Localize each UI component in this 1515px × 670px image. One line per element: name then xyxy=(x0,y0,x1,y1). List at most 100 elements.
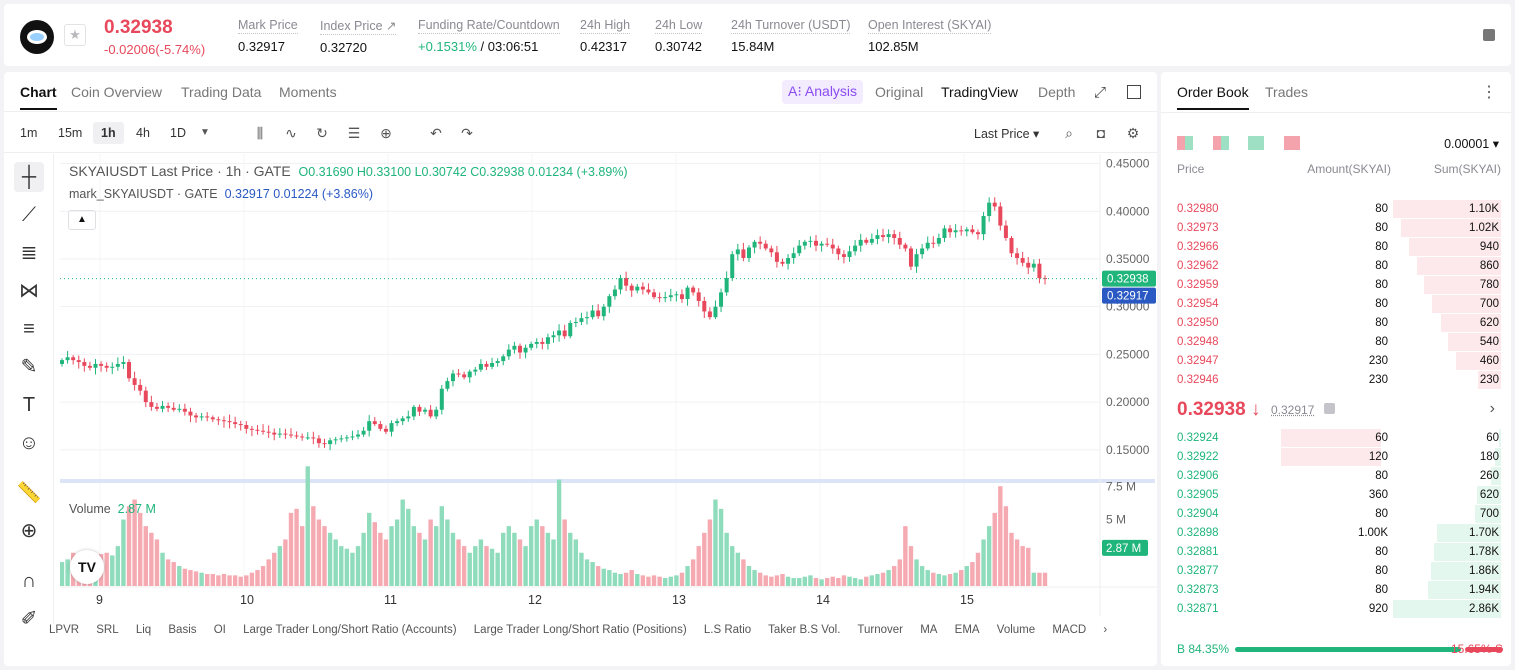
depth-bar xyxy=(1393,600,1501,618)
view-both-icon[interactable] xyxy=(1177,136,1193,150)
parallel-lines-icon[interactable]: ≣ xyxy=(20,242,38,264)
bid-row[interactable]: 0.32924 60 60 xyxy=(1161,429,1511,448)
lock-drawing-icon[interactable]: ✐ xyxy=(20,608,38,630)
indicator-trader-positions[interactable]: Large Trader Long/Short Ratio (Positions… xyxy=(473,624,687,636)
redo-icon[interactable]: ↷ xyxy=(461,125,473,141)
stat-index-price[interactable]: Index Price ↗ 0.32720 xyxy=(320,19,397,55)
indicator-srl[interactable]: SRL xyxy=(96,624,119,636)
magnet-icon[interactable]: ∩ xyxy=(21,570,37,592)
tab-original[interactable]: Original xyxy=(875,84,924,100)
bid-row[interactable]: 0.32873 80 1.94K xyxy=(1161,581,1511,600)
timeframe-15m[interactable]: 15m xyxy=(58,126,83,140)
bid-sum: 1.94K xyxy=(1468,584,1499,596)
settings-gear-icon[interactable]: ⚙ xyxy=(1126,125,1140,141)
tab-trading-data[interactable]: Trading Data xyxy=(181,84,262,100)
search-icon[interactable]: ⌕ xyxy=(1065,125,1073,141)
more-options-icon[interactable]: ⋮ xyxy=(1481,84,1497,101)
ai-analysis-button[interactable]: A⁝ Analysis xyxy=(782,80,864,104)
candlestick-chart[interactable]: 0.450000.400000.350000.300000.250000.200… xyxy=(60,154,1157,624)
ask-row[interactable]: 0.32980 80 1.10K xyxy=(1161,200,1511,219)
layout-icon[interactable]: ☰ xyxy=(347,125,361,141)
expand-icon[interactable]: ⤢ xyxy=(1094,84,1107,101)
view-asks-icon[interactable] xyxy=(1283,136,1300,150)
precision-select[interactable]: 0.00001 ▾ xyxy=(1444,137,1499,151)
indicators-icon[interactable]: ∿ xyxy=(285,125,297,141)
bid-row[interactable]: 0.32905 360 620 xyxy=(1161,486,1511,505)
add-indicator-icon[interactable]: ⊕ xyxy=(380,125,392,141)
indicator-liq[interactable]: Liq xyxy=(135,624,152,636)
tab-trades[interactable]: Trades xyxy=(1265,84,1309,100)
zoom-in-icon[interactable]: ⊕ xyxy=(20,520,38,542)
timeframe-4h[interactable]: 4h xyxy=(136,126,150,140)
ruler-icon[interactable]: 📏 xyxy=(16,482,42,504)
ask-row[interactable]: 0.32962 80 860 xyxy=(1161,257,1511,276)
text-tool-icon[interactable]: T xyxy=(22,394,36,416)
indicator-trader-accounts[interactable]: Large Trader Long/Short Ratio (Accounts) xyxy=(243,624,457,636)
candle-type-icon[interactable]: ⫼ xyxy=(256,125,264,141)
tab-moments[interactable]: Moments xyxy=(279,84,337,100)
window-icon[interactable] xyxy=(1127,85,1141,99)
stat-funding-rate: Funding Rate/Countdown +0.1531% / 03:06:… xyxy=(418,18,560,54)
ask-row[interactable]: 0.32954 80 700 xyxy=(1161,295,1511,314)
bid-amount: 60 xyxy=(1375,432,1388,444)
ask-row[interactable]: 0.32959 80 780 xyxy=(1161,276,1511,295)
indicator-basis[interactable]: Basis xyxy=(168,624,197,636)
volume-bar xyxy=(210,574,216,586)
indicator-taker-vol[interactable]: Taker B.S Vol. xyxy=(768,624,841,636)
indicator-oi[interactable]: OI xyxy=(213,624,226,636)
volume-bar xyxy=(551,539,556,586)
fibonacci-icon[interactable]: ≡ xyxy=(23,318,35,340)
view-split-icon[interactable] xyxy=(1212,136,1229,150)
camera-icon[interactable]: ◘ xyxy=(1096,125,1106,141)
candle xyxy=(624,278,629,286)
ask-row[interactable]: 0.32946 230 230 xyxy=(1161,371,1511,390)
indicator-macd[interactable]: MACD xyxy=(1052,624,1087,636)
info-icon[interactable] xyxy=(1324,403,1335,414)
undo-icon[interactable]: ↶ xyxy=(430,125,442,141)
ask-row[interactable]: 0.32950 80 620 xyxy=(1161,314,1511,333)
collapse-legend-button[interactable]: ▲ xyxy=(68,210,96,230)
candle xyxy=(1020,258,1025,263)
chevron-right-icon[interactable]: › xyxy=(1489,400,1495,417)
indicator-lpvr[interactable]: LPVR xyxy=(49,624,80,636)
ask-row[interactable]: 0.32948 80 540 xyxy=(1161,333,1511,352)
pattern-icon[interactable]: ⋈ xyxy=(19,280,39,302)
price-type-select[interactable]: Last Price ▾ xyxy=(974,127,1040,141)
trend-line-icon[interactable]: ⟋ xyxy=(22,204,36,226)
indicator-volume[interactable]: Volume xyxy=(996,624,1036,636)
timeframe-1m[interactable]: 1m xyxy=(20,126,38,140)
bid-row[interactable]: 0.32906 80 260 xyxy=(1161,467,1511,486)
indicator-ma[interactable]: MA xyxy=(920,624,938,636)
bid-sum: 180 xyxy=(1479,451,1499,463)
chevron-right-icon[interactable]: › xyxy=(1103,624,1108,636)
tradingview-logo[interactable]: TV xyxy=(70,550,104,584)
indicator-turnover[interactable]: Turnover xyxy=(857,624,903,636)
emoji-icon[interactable]: ☺ xyxy=(18,432,40,454)
view-bids-icon[interactable] xyxy=(1248,136,1265,150)
indicator-ema[interactable]: EMA xyxy=(954,624,980,636)
book-icon[interactable] xyxy=(1483,29,1495,41)
timeframe-1h[interactable]: 1h xyxy=(93,122,124,144)
tab-order-book[interactable]: Order Book xyxy=(1177,84,1249,110)
brush-icon[interactable]: ✎ xyxy=(20,356,38,378)
bid-row[interactable]: 0.32881 80 1.78K xyxy=(1161,543,1511,562)
bid-row[interactable]: 0.32877 80 1.86K xyxy=(1161,562,1511,581)
bid-row[interactable]: 0.32871 920 2.86K xyxy=(1161,600,1511,619)
replay-icon[interactable]: ↻ xyxy=(316,125,328,141)
bid-row[interactable]: 0.32898 1.00K 1.70K xyxy=(1161,524,1511,543)
timeframe-1d[interactable]: 1D xyxy=(170,126,186,140)
tab-tradingview[interactable]: TradingView xyxy=(941,84,1019,100)
crosshair-icon[interactable]: ┼ xyxy=(14,162,44,192)
volume-bar xyxy=(623,572,629,586)
tab-chart[interactable]: Chart xyxy=(20,84,57,110)
favorite-star-icon[interactable]: ★ xyxy=(64,24,86,46)
ask-row[interactable]: 0.32973 80 1.02K xyxy=(1161,219,1511,238)
tab-coin-overview[interactable]: Coin Overview xyxy=(71,84,163,100)
timeframe-dropdown-icon[interactable]: ▼ xyxy=(200,127,210,138)
tab-depth[interactable]: Depth xyxy=(1038,84,1076,100)
indicator-ls-ratio[interactable]: L.S Ratio xyxy=(703,624,752,636)
bid-row[interactable]: 0.32904 80 700 xyxy=(1161,505,1511,524)
ask-row[interactable]: 0.32966 80 940 xyxy=(1161,238,1511,257)
ask-row[interactable]: 0.32947 230 460 xyxy=(1161,352,1511,371)
bid-row[interactable]: 0.32922 120 180 xyxy=(1161,448,1511,467)
